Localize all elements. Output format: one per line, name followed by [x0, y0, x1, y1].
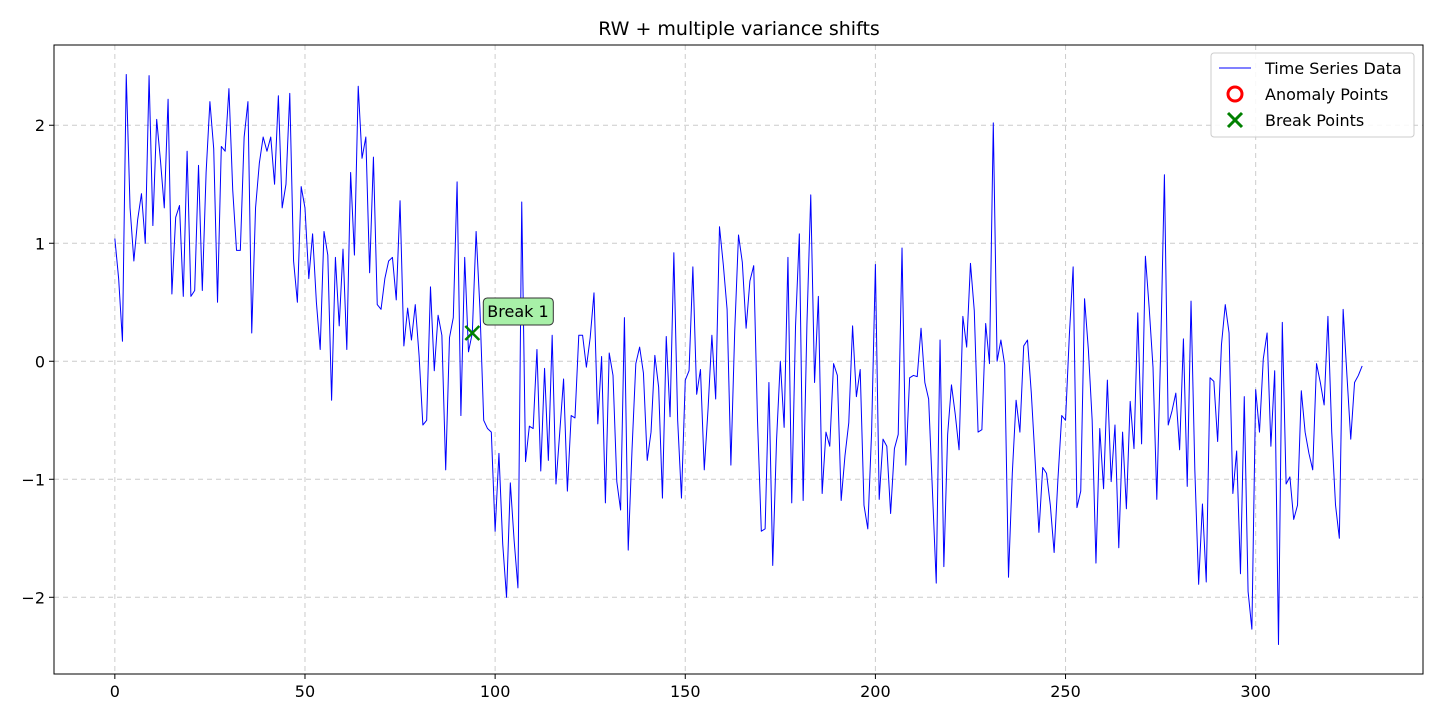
legend-label: Anomaly Points	[1265, 85, 1388, 104]
break-point-marker	[464, 325, 481, 341]
y-tick-label: 1	[35, 234, 45, 253]
x-tick-label: 50	[295, 682, 315, 701]
legend-x-icon	[1226, 111, 1244, 129]
legend-label: Time Series Data	[1264, 59, 1402, 78]
x-tick-label: 250	[1050, 682, 1081, 701]
break-annotation-box	[482, 297, 554, 326]
legend: Time Series Data Anomaly Points Break Poin…	[1210, 52, 1415, 138]
y-tick-label: −1	[21, 470, 45, 489]
legend-circle-icon	[1226, 85, 1244, 103]
y-tick-label: −2	[21, 588, 45, 607]
break-points: Break 1	[464, 297, 554, 341]
y-tick-label: 0	[35, 352, 45, 371]
grid	[54, 45, 1423, 674]
plot-frame	[53, 44, 1424, 675]
series-line-0	[114, 74, 1363, 645]
x-tick-label: 0	[110, 682, 120, 701]
x-tick-label: 150	[670, 682, 701, 701]
series-layer	[114, 74, 1363, 645]
y-tick-label: 2	[35, 116, 45, 135]
legend-box	[1210, 52, 1415, 138]
x-tick-label: 200	[860, 682, 891, 701]
axis-ticks: 0 50 100 150 200 250 300 −2 −1 0 1 2	[21, 116, 1271, 701]
x-tick-label: 100	[480, 682, 511, 701]
break-annotation-label: Break 1	[487, 302, 548, 321]
x-tick-label: 300	[1240, 682, 1271, 701]
chart-title: RW + multiple variance shifts	[598, 18, 880, 40]
legend-label: Break Points	[1265, 111, 1364, 130]
break-point-x-stroke	[464, 325, 481, 341]
break-annotation: Break 1	[482, 297, 554, 326]
